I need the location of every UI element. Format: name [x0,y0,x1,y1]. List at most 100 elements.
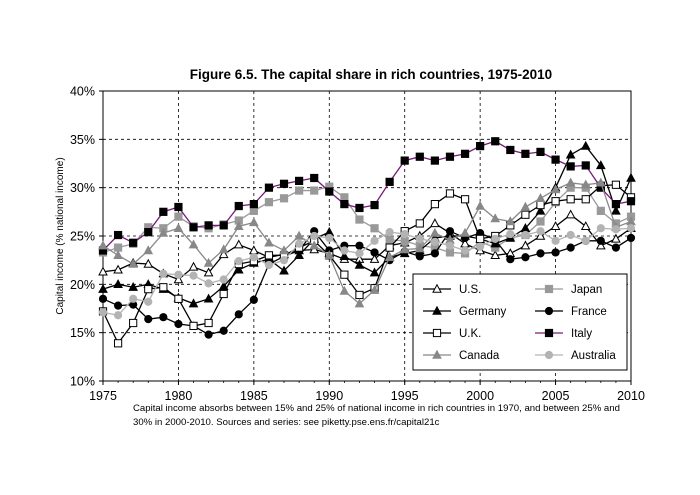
data-point-italy-shape [234,201,243,211]
data-point-australia-shape [113,311,123,320]
data-point-canada [399,244,410,254]
data-point-canada-shape [98,240,108,250]
data-point-australia [189,271,198,280]
data-point-u-k [174,294,183,303]
data-point-italy [491,137,500,146]
data-point-canada [505,216,516,226]
data-point-canada [414,243,425,253]
data-point-italy-shape [445,152,455,161]
data-point-germany-shape [565,149,576,159]
data-point-italy-shape [159,207,168,216]
data-point-italy [536,147,545,157]
data-point-australia-shape [98,308,108,317]
data-point-australia-shape [234,257,243,266]
data-point-australia-shape [551,236,560,245]
data-point-canada-shape [203,257,214,267]
data-point-germany [565,149,576,159]
data-point-australia-shape [445,241,455,250]
data-point-italy [234,201,243,211]
data-point-italy-shape [491,137,500,146]
data-point-canada-shape [309,240,320,250]
data-point-france-shape [611,243,621,252]
data-point-u-k-shape [113,339,123,348]
data-point-u-s-shape [490,250,501,260]
data-point-canada-shape [233,221,244,231]
data-point-japan [264,198,274,207]
legend-marker-shape [544,284,554,294]
data-point-australia-shape [295,239,304,248]
data-point-australia [596,224,605,233]
y-tick-label: 20% [70,278,95,292]
data-point-france [219,326,228,335]
data-point-australia [234,257,243,266]
data-point-germany [188,298,199,308]
data-point-italy-shape [476,142,485,151]
series-australia [98,224,636,320]
data-point-canada-shape [279,245,289,255]
data-point-germany [354,259,365,269]
data-point-australia [219,275,228,284]
legend-item-japan: Japan [535,284,602,296]
data-point-u-k [415,219,424,228]
data-point-france-shape [551,248,560,257]
data-point-germany [595,160,606,170]
data-point-australia [445,241,455,250]
data-point-france-shape [204,330,213,339]
data-point-france [159,313,168,322]
data-point-u-k [430,200,439,209]
data-point-italy-shape [536,147,545,157]
data-point-france-shape [445,227,455,236]
legend-marker-shape [544,328,554,338]
data-point-canada-shape [430,227,440,237]
data-point-canada [173,223,184,232]
data-point-australia [430,237,439,246]
data-point-france-shape [113,301,123,310]
legend-marker-shape [544,350,554,360]
data-point-france [415,252,424,261]
data-point-canada [460,227,470,237]
data-point-italy-shape [581,161,590,170]
data-point-canada [595,177,606,187]
data-point-u-s [565,209,576,219]
data-point-germany [535,205,546,215]
data-point-canada-shape [188,239,199,249]
data-point-canada-shape [399,244,410,254]
legend-item-u-k: U.K. [423,328,481,340]
data-point-canada-shape [369,284,380,294]
data-point-australia-shape [219,275,228,284]
data-point-italy [385,177,394,186]
data-point-u-k-shape [219,289,228,299]
x-tick-label: 2000 [466,389,494,403]
data-point-italy [159,207,168,216]
data-point-germany-shape [595,160,606,170]
data-point-france [249,295,258,304]
data-point-japan [596,206,605,215]
data-point-australia-shape [581,236,590,245]
data-point-u-k-shape [189,321,198,330]
legend-marker-shape [544,306,554,316]
data-point-u-s-shape [535,230,546,240]
data-point-canada [188,239,199,249]
legend-marker [544,284,554,294]
data-point-canada [369,284,380,294]
data-point-australia-shape [249,253,258,262]
data-point-u-s [203,267,214,277]
data-point-germany [580,140,591,150]
data-point-u-k [340,270,349,279]
data-point-canada-shape [520,201,531,211]
legend-label: Canada [459,350,500,362]
data-point-italy [476,142,485,151]
data-point-germany-shape [279,265,289,275]
data-point-france-shape [506,255,515,264]
data-point-italy-shape [506,145,515,155]
data-point-australia-shape [189,271,198,280]
data-point-france [626,233,636,243]
data-point-japan-shape [370,224,379,233]
data-point-canada [475,200,485,210]
data-point-australia [144,297,153,306]
data-point-italy [355,203,364,213]
data-point-canada-shape [339,285,350,295]
legend-label: U.K. [459,328,481,340]
data-point-australia [506,229,515,239]
data-point-france [551,248,560,257]
